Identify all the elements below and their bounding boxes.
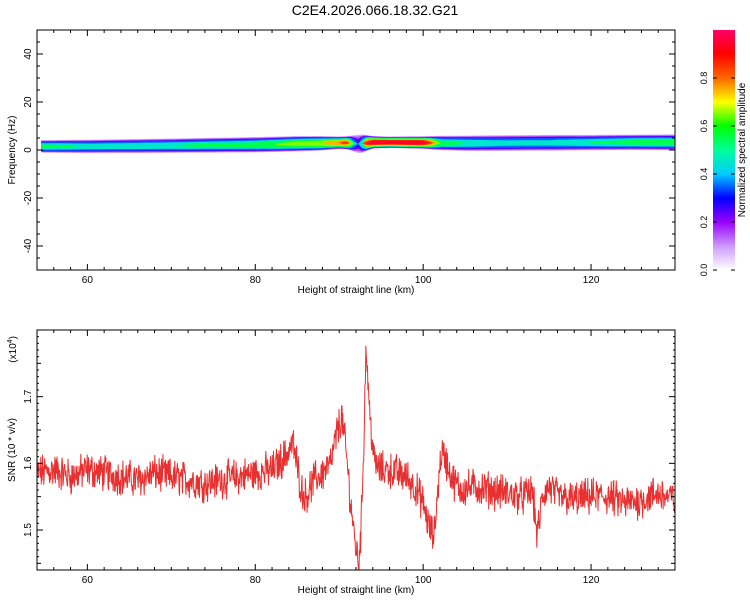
spectrogram-ytick-label: 40 (23, 48, 34, 60)
spectrogram-xtick-label: 120 (583, 275, 600, 286)
spectrogram-level-5 (41, 137, 675, 149)
spectrogram-panel: 60 80 100 120 -40 -20 0 20 40 Height of straight… (7, 29, 676, 296)
snr-ylabel: SNR (10 * v/v) (7, 418, 18, 482)
snr-xtick-label: 60 (82, 575, 94, 586)
spectrogram-ylabel: Frequency (Hz) (7, 116, 18, 185)
snr-yscale-label: (x104) (7, 336, 19, 363)
spectrogram-xtick-label: 80 (250, 275, 262, 286)
page-title: C2E4.2026.066.18.32.G21 (291, 2, 459, 18)
spectrogram-ytick-label: -20 (23, 190, 34, 205)
snr-plot-area (37, 330, 675, 570)
snr-xtick-label: 80 (250, 575, 262, 586)
spectrogram-xtick-label: 100 (415, 275, 432, 286)
colorbar: 0.0 0.2 0.4 0.6 0.8 Normalized spectral ampl… (699, 30, 748, 276)
spectrogram-xlabel: Height of straight line (km) (298, 285, 415, 296)
spectrogram-ytick-label: 0 (23, 147, 34, 153)
colorbar-label: Normalized spectral amplitude (737, 82, 748, 217)
spectrogram-ticks: 60 80 100 120 -40 -20 0 20 40 (23, 29, 676, 286)
snr-ytick-label: 1.7 (23, 389, 34, 403)
colorbar-tick-label: 0.0 (699, 264, 709, 277)
snr-panel: 60 80 100 120 1.5 1.6 1.7 Height of straight l… (7, 329, 676, 596)
spectrogram-ytick-label: 20 (23, 96, 34, 108)
spectrogram-band (41, 134, 675, 154)
colorbar-tick-label: 0.8 (699, 72, 709, 85)
spectrogram-ytick-label: -40 (23, 238, 34, 253)
snr-ticks: 60 80 100 120 1.5 1.6 1.7 (23, 330, 676, 586)
colorbar-tick-label: 0.6 (699, 120, 709, 133)
snr-ytick-label: 1.5 (23, 523, 34, 537)
colorbar-tick-label: 0.4 (699, 168, 709, 181)
colorbar-ticks: 0.0 0.2 0.4 0.6 0.8 (699, 72, 735, 277)
snr-xtick-label: 100 (415, 575, 432, 586)
snr-xtick-label: 120 (583, 575, 600, 586)
colorbar-tick-label: 0.2 (699, 216, 709, 229)
colorbar-gradient (713, 30, 735, 270)
snr-series-line (37, 345, 675, 570)
snr-ytick-label: 1.6 (23, 456, 34, 470)
snr-xlabel: Height of straight line (km) (298, 585, 415, 596)
spectrogram-xtick-label: 60 (82, 275, 94, 286)
